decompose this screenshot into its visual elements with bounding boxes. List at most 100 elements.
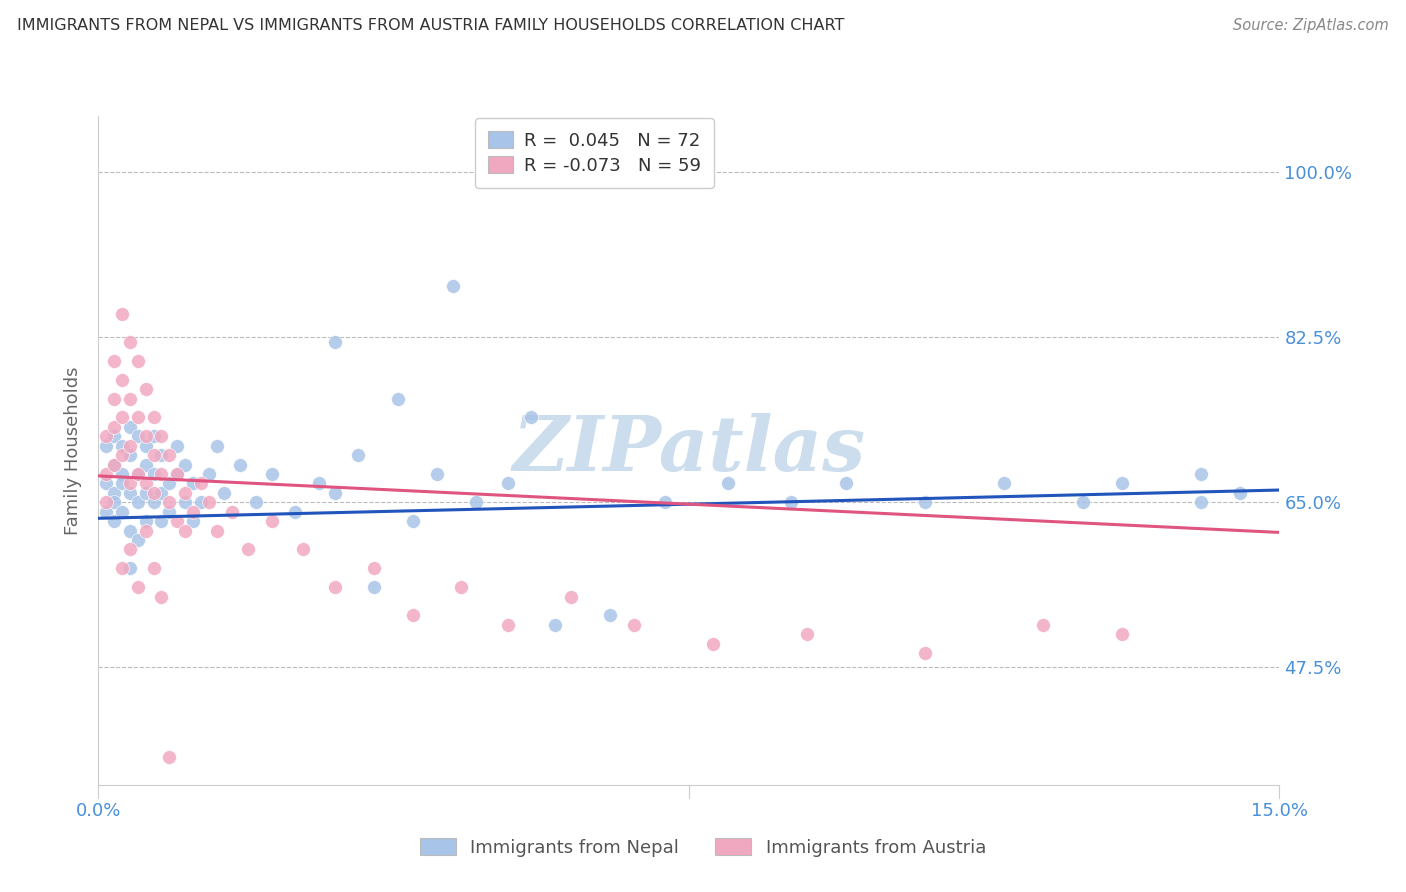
Point — [623, 617, 645, 632]
Point — [702, 637, 724, 651]
Point — [465, 495, 488, 509]
Point — [214, 486, 236, 500]
Point — [796, 627, 818, 641]
Point — [174, 458, 197, 472]
Text: Source: ZipAtlas.com: Source: ZipAtlas.com — [1233, 18, 1389, 33]
Point — [127, 354, 149, 368]
Point — [166, 467, 188, 481]
Point — [1111, 627, 1133, 641]
Point — [197, 467, 219, 481]
Point — [96, 467, 118, 481]
Point — [150, 467, 173, 481]
Point — [127, 429, 149, 443]
Point — [111, 505, 134, 519]
Point — [118, 476, 141, 491]
Point — [96, 476, 118, 491]
Point — [181, 476, 204, 491]
Point — [118, 524, 141, 538]
Point — [157, 448, 180, 462]
Point — [150, 590, 173, 604]
Point — [402, 608, 425, 623]
Point — [157, 749, 180, 764]
Point — [96, 439, 118, 453]
Point — [118, 420, 141, 434]
Point — [103, 392, 125, 406]
Point — [135, 439, 157, 453]
Legend: R =  0.045   N = 72, R = -0.073   N = 59: R = 0.045 N = 72, R = -0.073 N = 59 — [475, 119, 714, 187]
Point — [142, 561, 165, 575]
Point — [654, 495, 676, 509]
Point — [135, 524, 157, 538]
Point — [323, 335, 346, 350]
Point — [1189, 495, 1212, 509]
Point — [544, 617, 567, 632]
Point — [127, 580, 149, 594]
Point — [717, 476, 740, 491]
Point — [914, 495, 936, 509]
Point — [135, 429, 157, 443]
Point — [236, 542, 259, 557]
Point — [993, 476, 1015, 491]
Point — [402, 514, 425, 528]
Point — [174, 524, 197, 538]
Point — [118, 439, 141, 453]
Point — [190, 476, 212, 491]
Point — [135, 382, 157, 396]
Point — [1071, 495, 1094, 509]
Point — [135, 476, 157, 491]
Point — [103, 354, 125, 368]
Point — [914, 646, 936, 660]
Point — [308, 476, 330, 491]
Point — [363, 561, 385, 575]
Point — [347, 448, 370, 462]
Point — [441, 278, 464, 293]
Point — [111, 467, 134, 481]
Point — [190, 495, 212, 509]
Point — [323, 580, 346, 594]
Point — [142, 448, 165, 462]
Point — [142, 495, 165, 509]
Point — [780, 495, 803, 509]
Point — [387, 392, 409, 406]
Point — [103, 429, 125, 443]
Text: IMMIGRANTS FROM NEPAL VS IMMIGRANTS FROM AUSTRIA FAMILY HOUSEHOLDS CORRELATION C: IMMIGRANTS FROM NEPAL VS IMMIGRANTS FROM… — [17, 18, 844, 33]
Point — [118, 448, 141, 462]
Point — [118, 486, 141, 500]
Point — [127, 533, 149, 547]
Point — [111, 448, 134, 462]
Point — [96, 505, 118, 519]
Point — [205, 524, 228, 538]
Point — [150, 514, 173, 528]
Point — [135, 486, 157, 500]
Point — [135, 458, 157, 472]
Point — [150, 448, 173, 462]
Point — [205, 439, 228, 453]
Point — [103, 458, 125, 472]
Point — [135, 514, 157, 528]
Point — [166, 514, 188, 528]
Y-axis label: Family Households: Family Households — [65, 367, 83, 534]
Point — [127, 495, 149, 509]
Point — [221, 505, 243, 519]
Text: 15.0%: 15.0% — [1251, 802, 1308, 820]
Point — [157, 476, 180, 491]
Point — [363, 580, 385, 594]
Point — [150, 486, 173, 500]
Point — [166, 467, 188, 481]
Point — [520, 410, 543, 425]
Point — [142, 486, 165, 500]
Point — [103, 420, 125, 434]
Point — [245, 495, 267, 509]
Point — [111, 307, 134, 321]
Point — [142, 429, 165, 443]
Point — [157, 505, 180, 519]
Point — [118, 335, 141, 350]
Point — [111, 410, 134, 425]
Point — [103, 514, 125, 528]
Point — [323, 486, 346, 500]
Point — [103, 486, 125, 500]
Point — [284, 505, 307, 519]
Point — [181, 514, 204, 528]
Point — [174, 495, 197, 509]
Point — [111, 373, 134, 387]
